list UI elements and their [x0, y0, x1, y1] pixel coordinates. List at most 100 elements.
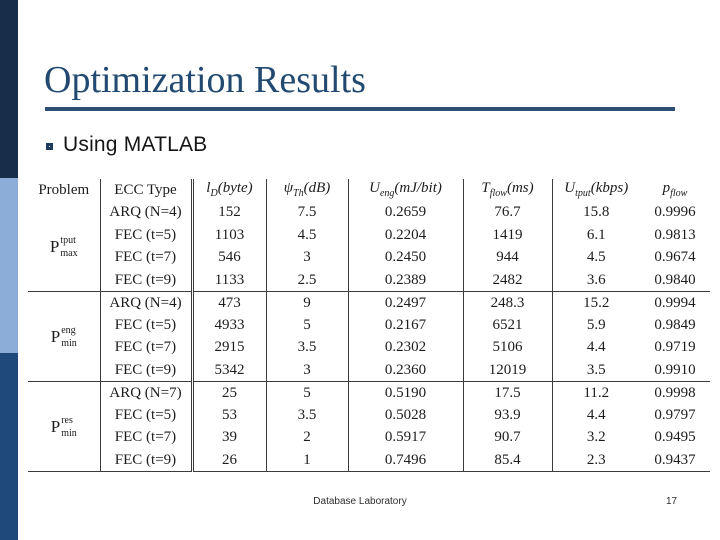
- column-header: Utput(kbps): [564, 180, 629, 200]
- value-cell: 3.2: [586, 429, 606, 446]
- table-row: FEC (t=7) 546 3 0.2450 944 4.5 0.9674: [28, 246, 710, 269]
- value-cell: 0.9813: [654, 226, 696, 243]
- column-header: Problem: [28, 179, 101, 202]
- value-cell: 0.9994: [640, 291, 710, 314]
- value-cell: 90.7: [463, 426, 553, 449]
- value-cell: 4.5: [586, 249, 606, 266]
- square-bullet-icon: [46, 142, 53, 150]
- column-header: ψTh(dB): [266, 179, 349, 202]
- value-cell: 0.5917: [348, 426, 464, 449]
- ecc-type-cell: ARQ (N=4): [100, 291, 194, 314]
- value-cell: 546: [192, 246, 267, 269]
- ecc-type-cell: FEC (t=7): [100, 336, 194, 359]
- table-row: FEC (t=9) 1133 2.5 0.2389 2482 3.6 0.9840: [28, 269, 710, 292]
- value-cell: 26: [192, 449, 267, 472]
- ecc-type-cell: FEC (t=7): [100, 426, 194, 449]
- sidebar-segment-dark: [0, 0, 18, 178]
- value-cell: 5.9: [586, 316, 606, 333]
- table-row: FEC (t=9) 5342 3 0.2360 12019 3.5 0.9910: [28, 359, 710, 382]
- ecc-type-cell: FEC (t=5): [100, 404, 194, 427]
- column-header: ECC Type: [100, 179, 194, 202]
- value-cell: 6521: [463, 314, 553, 337]
- sidebar-segment-medium: [0, 353, 18, 540]
- value-cell: 152: [192, 201, 267, 224]
- column-header: Ueng(mJ/bit): [348, 179, 464, 202]
- value-cell: 0.9797: [654, 406, 696, 423]
- value-cell: 2: [266, 426, 349, 449]
- value-cell: 1419: [463, 224, 553, 247]
- value-cell: 4.5: [266, 224, 349, 247]
- ecc-type-cell: ARQ (N=7): [100, 381, 194, 404]
- value-cell: 0.7496: [348, 449, 464, 472]
- value-cell: 3: [266, 246, 349, 269]
- value-cell: 944: [463, 246, 553, 269]
- table-header-row: Problem ECC Type lD(byte) ψTh(dB) Ueng(mJ/bi…: [28, 179, 710, 202]
- value-cell: 4933: [192, 314, 267, 337]
- value-cell: 0.2167: [348, 314, 464, 337]
- value-cell: 93.9: [463, 404, 553, 427]
- value-cell: 76.7: [463, 201, 553, 224]
- sidebar-segment-light: [0, 178, 18, 353]
- sidebar-accent-bar: [0, 0, 18, 540]
- value-cell: 17.5: [463, 381, 553, 404]
- value-cell: 6.1: [586, 226, 606, 243]
- value-cell: 0.9437: [654, 451, 696, 468]
- table-row: FEC (t=7) 2915 3.5 0.2302 5106 4.4 0.9719: [28, 336, 710, 359]
- table-row: FEC (t=7) 39 2 0.5917 90.7 3.2 0.9495: [28, 426, 710, 449]
- value-cell: 0.9849: [654, 316, 696, 333]
- slide-title: Optimization Results: [44, 59, 366, 101]
- value-cell: 12019: [463, 359, 553, 382]
- value-cell: 15.2: [552, 291, 640, 314]
- value-cell: 0.2497: [348, 291, 464, 314]
- ecc-type-cell: FEC (t=7): [100, 246, 194, 269]
- ecc-type-cell: FEC (t=9): [100, 359, 194, 382]
- value-cell: 3.5: [266, 336, 349, 359]
- ecc-type-cell: FEC (t=9): [100, 269, 194, 292]
- value-cell: 0.9719: [654, 339, 696, 356]
- ecc-type-cell: FEC (t=5): [100, 224, 194, 247]
- table-row: FEC (t=5) 53 3.5 0.5028 93.9 4.4 0.9797: [28, 404, 710, 427]
- column-header: pflow: [662, 180, 688, 200]
- value-cell: 5342: [192, 359, 267, 382]
- title-underline: [45, 107, 675, 111]
- value-cell: 0.9910: [654, 361, 696, 378]
- value-cell: 0.9998: [640, 381, 710, 404]
- value-cell: 0.2659: [348, 201, 464, 224]
- value-cell: 0.9996: [654, 204, 696, 221]
- value-cell: 85.4: [463, 449, 553, 472]
- value-cell: 2.3: [586, 451, 606, 468]
- value-cell: 0.2302: [348, 336, 464, 359]
- value-cell: 0.9495: [654, 429, 696, 446]
- value-cell: 3.5: [586, 361, 606, 378]
- footer-text: Database Laboratory: [313, 496, 407, 507]
- value-cell: 53: [192, 404, 267, 427]
- value-cell: 5106: [463, 336, 553, 359]
- value-cell: 7.5: [266, 201, 349, 224]
- value-cell: 11.2: [552, 381, 640, 404]
- value-cell: 5: [266, 314, 349, 337]
- value-cell: 0.9840: [654, 271, 696, 288]
- value-cell: 0.2389: [348, 269, 464, 292]
- value-cell: 25: [192, 381, 267, 404]
- value-cell: 3.6: [586, 271, 606, 288]
- value-cell: 0.2450: [348, 246, 464, 269]
- value-cell: 0.9674: [654, 249, 696, 266]
- bullet-item: Using MATLAB: [46, 133, 207, 157]
- results-table: Problem ECC Type lD(byte) ψTh(dB) Ueng(mJ/bi…: [28, 179, 710, 472]
- value-cell: 2.5: [266, 269, 349, 292]
- page-number: 17: [666, 496, 678, 507]
- table-row: FEC (t=5) 4933 5 0.2167 6521 5.9 0.9849: [28, 314, 710, 337]
- column-header: Tflow(ms): [463, 179, 553, 202]
- value-cell: 0.5190: [348, 381, 464, 404]
- ecc-type-cell: FEC (t=9): [100, 449, 194, 472]
- value-cell: 5: [266, 381, 349, 404]
- value-cell: 0.2204: [348, 224, 464, 247]
- value-cell: 473: [192, 291, 267, 314]
- value-cell: 248.3: [463, 291, 553, 314]
